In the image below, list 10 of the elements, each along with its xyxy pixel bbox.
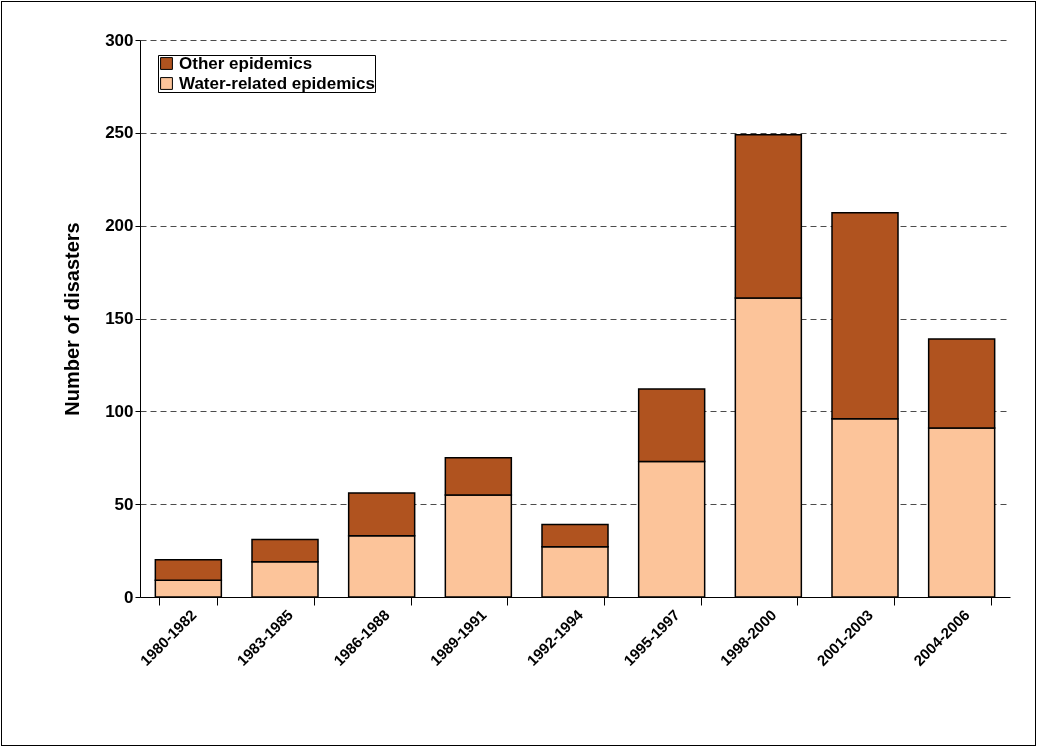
y-tick-label: 0 (124, 587, 134, 607)
legend-label: Other epidemics (179, 53, 313, 73)
legend-label: Water-related epidemics (179, 73, 375, 93)
y-tick-label: 50 (114, 494, 134, 514)
y-tick-label: 300 (105, 30, 134, 50)
y-axis-title: Number of disasters (61, 222, 84, 416)
y-tick-label: 150 (105, 309, 134, 328)
y-tick-label: 200 (105, 216, 134, 236)
y-tick-label: 250 (105, 123, 134, 143)
y-tick-label: 100 (105, 401, 134, 421)
